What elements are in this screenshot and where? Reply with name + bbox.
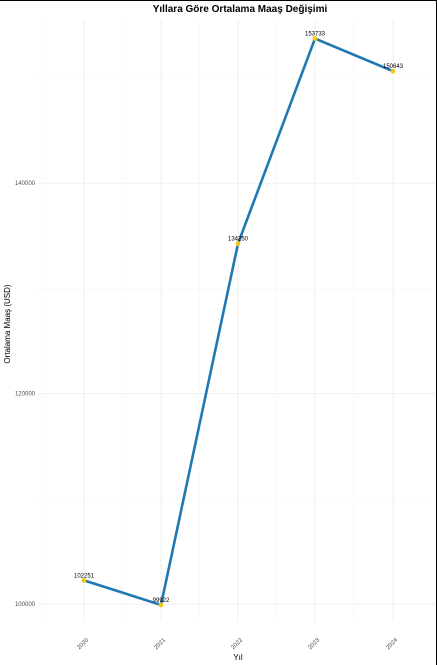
data-label: 99922: [153, 598, 170, 604]
data-label: 134250: [228, 237, 249, 243]
data-point: [312, 36, 318, 41]
data-label: 153733: [305, 32, 326, 38]
data-point: [235, 241, 241, 247]
data-label: 150643: [383, 64, 404, 70]
x-axis-label: Yıl: [233, 653, 243, 662]
y-axis-label: Ortalama Maaş (USD): [3, 284, 12, 363]
series-layer: [81, 36, 396, 608]
y-tick-label: 100000: [15, 602, 36, 608]
y-tick-label: 140000: [15, 181, 36, 187]
grid-lines: [38, 20, 436, 622]
y-tick-label: 120000: [15, 392, 36, 398]
data-point: [158, 602, 164, 608]
data-point: [81, 578, 87, 583]
data-label: 102251: [74, 573, 95, 579]
chart-title: Yıllara Göre Ortalama Maaş Değişimi: [153, 4, 328, 15]
data-point: [390, 68, 396, 74]
